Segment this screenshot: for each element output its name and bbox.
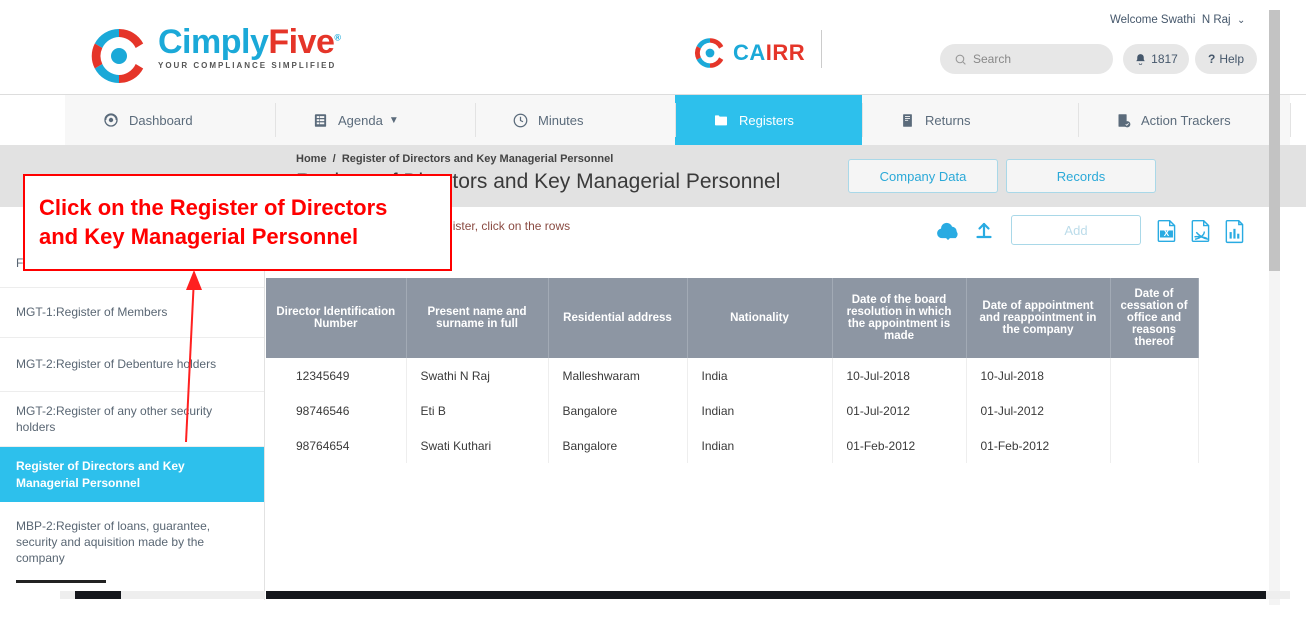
- svg-text:X: X: [1164, 229, 1170, 238]
